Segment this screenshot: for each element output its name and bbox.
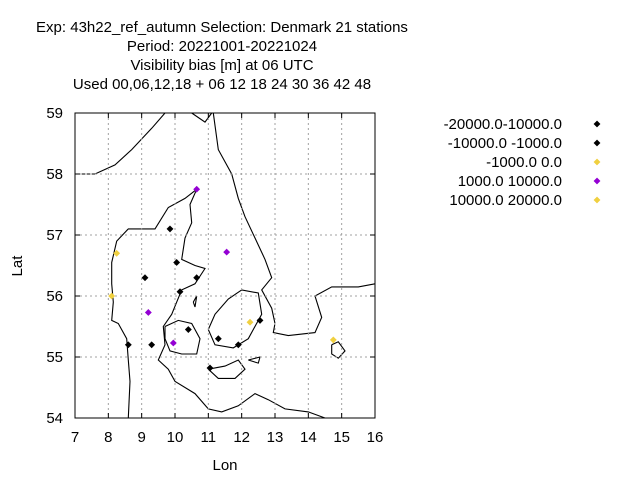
legend-marker [593, 120, 601, 128]
legend-marker [593, 196, 601, 204]
coastline-map [75, 112, 376, 419]
coastline-segment [248, 356, 261, 364]
data-point-series-2 [166, 225, 174, 233]
y-tick-label: 54 [46, 410, 63, 427]
y-tick-label: 59 [46, 105, 63, 122]
coastline-segment [331, 341, 346, 359]
data-point-series-4 [193, 185, 201, 193]
data-point-series-2 [193, 274, 201, 282]
coastline-segment [164, 319, 201, 355]
x-tick-label: 8 [104, 429, 112, 446]
coastline-segment [111, 188, 326, 419]
data-point-series-3 [246, 318, 254, 326]
data-point-series-3 [113, 249, 121, 257]
legend-marker [593, 158, 601, 166]
legend: -20000.0-10000.0 -10000.0 -1000.0 -1000.0 … [444, 116, 601, 209]
title-line-1: Exp: 43h22_ref_autumn Selection: Denmark… [36, 19, 408, 36]
data-point-series-4 [144, 309, 152, 316]
legend-label: -20000.0-10000.0 [444, 116, 562, 133]
legend-label: -10000.0 -1000.0 [448, 135, 562, 152]
data-point-series-3 [329, 336, 337, 344]
data-point-series-2 [214, 335, 222, 343]
x-axis-label: Lon [212, 457, 237, 474]
y-tick-label: 58 [46, 166, 63, 183]
data-point-series-2 [184, 326, 192, 333]
legend-label: 1000.0 10000.0 [458, 173, 562, 190]
y-axis-label: Lat [9, 255, 26, 277]
data-point-series-2 [148, 341, 156, 349]
legend-label: -1000.0 0.0 [486, 154, 562, 171]
x-tick-label: 12 [233, 429, 250, 446]
data-point-series-2 [141, 274, 149, 282]
title-line-3: Visibility bias [m] at 06 UTC [130, 57, 313, 74]
data-point-series-2 [256, 316, 264, 324]
data-points [108, 185, 337, 372]
x-tick-label: 10 [167, 429, 184, 446]
x-tick-label: 11 [201, 429, 217, 446]
coastline-segment [207, 359, 246, 379]
plot-frame [74, 112, 376, 419]
coastline-segment [192, 295, 198, 308]
data-point-series-2 [124, 341, 132, 349]
x-tick-label: 9 [137, 429, 145, 446]
coastline-segment [191, 112, 213, 123]
data-point-series-4 [223, 248, 231, 256]
coastline-segment [75, 112, 166, 175]
y-tick-label: 55 [46, 349, 63, 366]
y-tick-label: 57 [46, 227, 63, 244]
x-tick-label: 15 [333, 429, 350, 446]
data-point-series-3 [108, 292, 116, 300]
data-point-series-2 [234, 341, 242, 349]
data-point-series-2 [206, 364, 214, 372]
grid-lines [75, 113, 375, 418]
chart-title: Exp: 43h22_ref_autumn Selection: Denmark… [36, 19, 408, 93]
x-tick-label: 7 [71, 429, 79, 446]
y-axis-ticks: 54 55 56 57 58 59 [46, 105, 375, 427]
x-axis-ticks: 7 8 9 10 11 12 13 14 15 16 [71, 113, 384, 446]
data-point-series-2 [173, 259, 181, 266]
legend-marker [593, 139, 601, 147]
title-line-4: Used 00,06,12,18 + 06 12 18 24 30 36 42 … [73, 76, 371, 93]
x-tick-label: 14 [300, 429, 317, 446]
y-tick-label: 56 [46, 288, 63, 305]
legend-label: 10000.0 20000.0 [449, 192, 562, 209]
x-tick-label: 16 [367, 429, 384, 446]
legend-marker [593, 177, 601, 185]
coastline-segment [212, 112, 376, 337]
coastline-segment [207, 289, 263, 349]
data-point-series-2 [176, 288, 184, 296]
title-line-2: Period: 20221001-20221024 [127, 38, 317, 55]
x-tick-label: 13 [267, 429, 284, 446]
data-point-series-4 [169, 339, 177, 347]
